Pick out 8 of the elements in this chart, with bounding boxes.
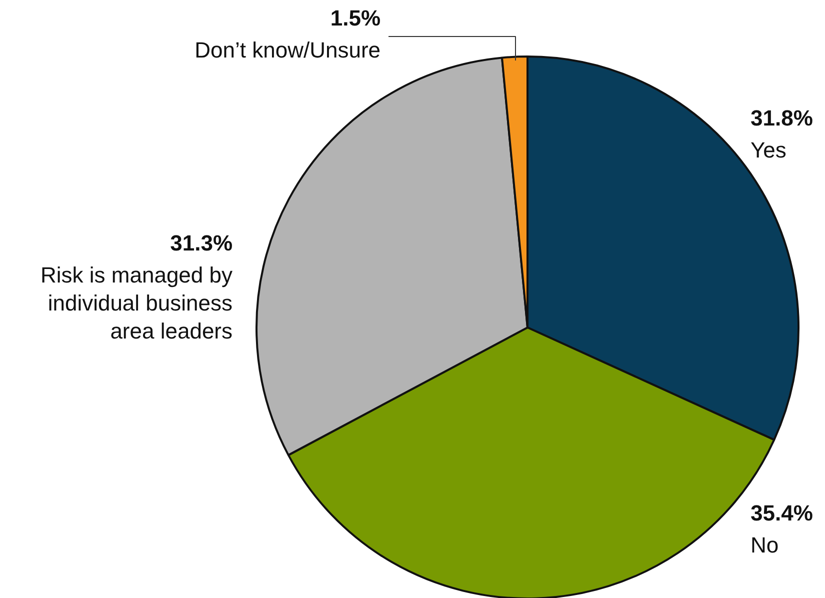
slice-label: Don’t know/Unsure xyxy=(194,38,381,62)
slice-label: Yes xyxy=(750,138,786,162)
data-label: 31.8% xyxy=(750,106,813,130)
data-label: 31.3% xyxy=(170,230,233,256)
data-label: 1.5% xyxy=(330,6,381,30)
data-label: 35.4% xyxy=(750,500,813,526)
slice-label: No xyxy=(750,532,779,558)
slice-label: Risk is managed by individual business area leaders xyxy=(40,262,233,344)
